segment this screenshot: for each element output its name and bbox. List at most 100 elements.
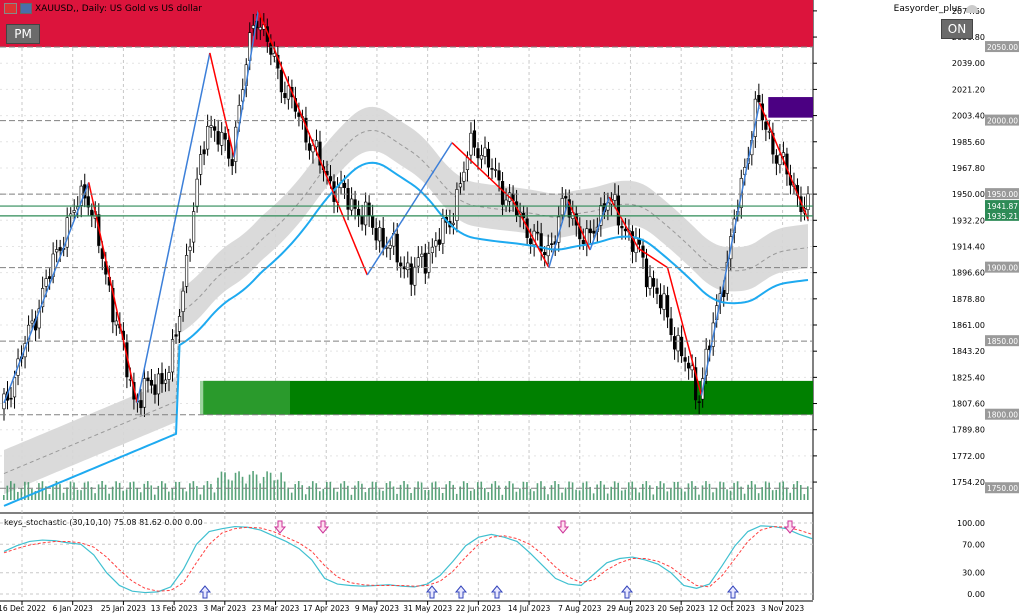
volume-bar <box>483 488 486 500</box>
candle-body <box>307 143 312 151</box>
volume-bar <box>427 489 430 500</box>
volume-bar <box>627 482 630 500</box>
candle-body <box>427 253 431 273</box>
volume-bar <box>333 488 335 500</box>
candle-body <box>620 225 624 229</box>
candle-body <box>202 149 206 155</box>
candle-body <box>430 246 434 253</box>
candle-body <box>149 379 154 386</box>
volume-bar <box>754 484 756 500</box>
candle-body <box>441 218 445 244</box>
volume-bar <box>45 486 47 500</box>
volume-bar <box>213 492 216 500</box>
sell-arrow-icon <box>316 520 330 534</box>
candle-body <box>423 252 427 274</box>
volume-bar <box>466 483 469 500</box>
volume-bar <box>83 482 86 500</box>
on-button[interactable]: ON <box>941 19 973 39</box>
volume-bar <box>389 481 391 500</box>
candle-body <box>651 278 656 287</box>
candle-body <box>781 152 786 157</box>
candle-body <box>9 397 13 400</box>
candle-body <box>381 228 385 248</box>
volume-bar <box>698 494 700 500</box>
volume-bar <box>487 492 490 500</box>
candle-body <box>86 196 90 208</box>
candle-body <box>462 171 466 182</box>
zigzag-down-leg <box>511 199 550 269</box>
price-tick-label: 1950.00 <box>952 190 985 199</box>
volume-bar <box>589 486 591 500</box>
price-level-label: 1800.00 <box>987 411 1018 420</box>
volume-bar <box>62 492 65 500</box>
candle-body <box>806 193 810 210</box>
volume-bar <box>515 491 518 500</box>
price-level-label: 1900.00 <box>987 264 1018 273</box>
buy-arrow-icon <box>454 585 468 599</box>
volume-bar <box>69 481 72 500</box>
candle-body <box>764 121 768 130</box>
volume-bar <box>455 493 458 500</box>
candle-body <box>437 239 441 245</box>
volume-bar <box>189 483 191 500</box>
volume-bar <box>206 481 209 500</box>
volume-bar <box>396 493 398 500</box>
candle-body <box>160 373 164 385</box>
volume-bar <box>634 487 637 500</box>
volume-bar <box>550 485 553 500</box>
volume-bar <box>157 485 160 500</box>
volume-bar <box>241 476 244 500</box>
candle-body <box>174 334 178 337</box>
buy-arrow-icon <box>425 585 439 599</box>
volume-bar <box>782 481 785 500</box>
candle-body <box>637 239 642 245</box>
volume-bar <box>561 492 563 500</box>
candle-body <box>184 255 189 287</box>
candle-body <box>560 198 564 216</box>
price-level-label: 1941.87 <box>987 202 1018 211</box>
volume-bar <box>125 489 128 500</box>
pm-button[interactable]: PM <box>6 24 40 44</box>
volume-bar <box>501 494 504 500</box>
volume-bar <box>603 484 605 500</box>
volume-bar <box>617 482 620 500</box>
volume-bar <box>311 481 314 500</box>
candle-body <box>648 276 652 289</box>
volume-bar <box>476 482 479 500</box>
candle-body <box>357 208 361 217</box>
volume-bar <box>297 481 300 500</box>
candle-body <box>163 379 168 384</box>
volume-bar <box>701 485 704 500</box>
candle-body <box>486 148 491 168</box>
candle-body <box>472 130 477 148</box>
candle-body <box>111 287 115 323</box>
volume-bar <box>80 490 82 500</box>
volume-bar <box>66 487 68 500</box>
volume-bar <box>761 487 763 500</box>
candle-body <box>658 294 663 309</box>
buy-arrow-icon <box>198 585 212 599</box>
volume-bar <box>789 492 792 500</box>
volume-bar <box>375 482 377 500</box>
volume-bar <box>431 482 433 500</box>
volume-bar <box>656 486 658 500</box>
candle-body <box>644 258 649 288</box>
candle-body <box>58 247 62 251</box>
volume-bar <box>217 477 219 500</box>
candle-body <box>216 131 220 145</box>
buy-arrow-icon <box>620 585 634 599</box>
volume-bar <box>385 482 388 500</box>
volume-bar <box>153 494 156 500</box>
volume-bar <box>13 483 16 500</box>
volume-bar <box>136 487 139 500</box>
volume-bar <box>101 481 103 500</box>
volume-bar <box>747 484 749 500</box>
volume-bar <box>392 486 395 500</box>
volume-bar <box>792 484 795 500</box>
volume-bar <box>48 494 51 500</box>
candle-body <box>37 308 41 329</box>
volume-bar <box>663 483 665 500</box>
volume-bar <box>361 483 363 500</box>
